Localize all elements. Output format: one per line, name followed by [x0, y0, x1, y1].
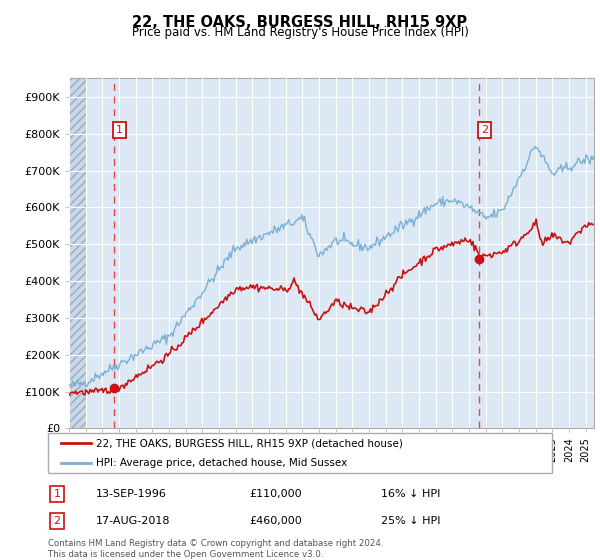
- Bar: [69, 78, 86, 428]
- Text: 1: 1: [116, 125, 123, 135]
- Text: 16% ↓ HPI: 16% ↓ HPI: [380, 489, 440, 499]
- Text: HPI: Average price, detached house, Mid Sussex: HPI: Average price, detached house, Mid …: [96, 458, 347, 468]
- Text: 22, THE OAKS, BURGESS HILL, RH15 9XP (detached house): 22, THE OAKS, BURGESS HILL, RH15 9XP (de…: [96, 438, 403, 449]
- Text: Contains HM Land Registry data © Crown copyright and database right 2024.
This d: Contains HM Land Registry data © Crown c…: [48, 539, 383, 559]
- Text: £460,000: £460,000: [250, 516, 302, 526]
- Text: 25% ↓ HPI: 25% ↓ HPI: [380, 516, 440, 526]
- Text: 2: 2: [481, 125, 488, 135]
- Text: 1: 1: [53, 489, 61, 499]
- Text: Price paid vs. HM Land Registry's House Price Index (HPI): Price paid vs. HM Land Registry's House …: [131, 26, 469, 39]
- FancyBboxPatch shape: [48, 433, 552, 473]
- Text: 13-SEP-1996: 13-SEP-1996: [96, 489, 167, 499]
- Text: 22, THE OAKS, BURGESS HILL, RH15 9XP: 22, THE OAKS, BURGESS HILL, RH15 9XP: [133, 15, 467, 30]
- Text: 2: 2: [53, 516, 61, 526]
- Text: £110,000: £110,000: [250, 489, 302, 499]
- Text: 17-AUG-2018: 17-AUG-2018: [96, 516, 170, 526]
